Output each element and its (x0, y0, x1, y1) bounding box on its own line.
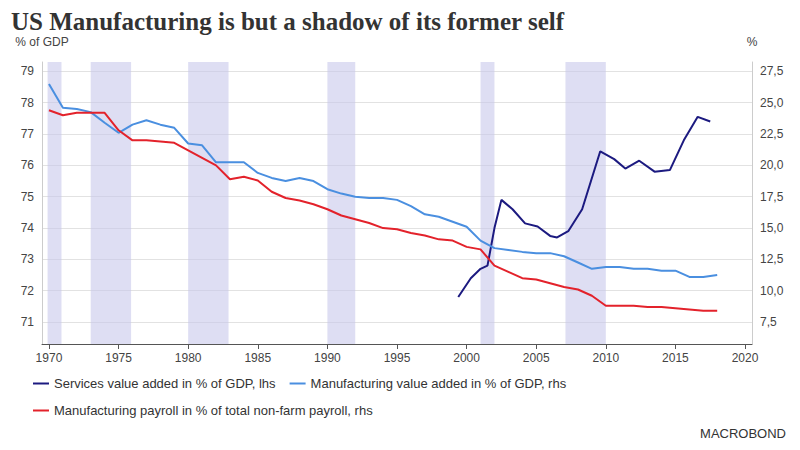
svg-text:77: 77 (21, 127, 35, 141)
svg-text:2020: 2020 (732, 351, 759, 365)
svg-text:1995: 1995 (384, 351, 411, 365)
svg-text:1980: 1980 (175, 351, 202, 365)
svg-text:27,5: 27,5 (760, 64, 784, 78)
svg-text:1985: 1985 (244, 351, 271, 365)
svg-text:1990: 1990 (314, 351, 341, 365)
svg-text:7,5: 7,5 (760, 315, 777, 329)
svg-text:76: 76 (21, 158, 35, 172)
svg-text:% of GDP: % of GDP (15, 35, 68, 49)
svg-text:1975: 1975 (105, 351, 132, 365)
svg-text:10,0: 10,0 (760, 284, 784, 298)
svg-text:MACROBOND: MACROBOND (700, 426, 786, 441)
svg-text:79: 79 (21, 64, 35, 78)
svg-text:72: 72 (21, 284, 35, 298)
svg-text:2015: 2015 (662, 351, 689, 365)
svg-text:Manufacturing value added in %: Manufacturing value added in % of GDP, r… (311, 376, 567, 391)
svg-text:75: 75 (21, 190, 35, 204)
svg-text:17,5: 17,5 (760, 190, 784, 204)
svg-text:2000: 2000 (453, 351, 480, 365)
svg-text:22,5: 22,5 (760, 127, 784, 141)
svg-text:73: 73 (21, 252, 35, 266)
svg-text:1970: 1970 (36, 351, 63, 365)
svg-text:2005: 2005 (523, 351, 550, 365)
svg-text:78: 78 (21, 96, 35, 110)
svg-text:12,5: 12,5 (760, 252, 784, 266)
svg-text:Services value added in % of G: Services value added in % of GDP, lhs (54, 376, 276, 391)
svg-text:71: 71 (21, 315, 35, 329)
svg-text:2010: 2010 (592, 351, 619, 365)
svg-text:Manufacturing payroll in % of: Manufacturing payroll in % of total non-… (54, 403, 373, 418)
svg-text:25,0: 25,0 (760, 96, 784, 110)
svg-text:74: 74 (21, 221, 35, 235)
svg-text:15,0: 15,0 (760, 221, 784, 235)
svg-text:20,0: 20,0 (760, 158, 784, 172)
svg-text:%: % (747, 35, 758, 49)
svg-text:US Manufacturing is but a shad: US Manufacturing is but a shadow of its … (11, 8, 565, 35)
